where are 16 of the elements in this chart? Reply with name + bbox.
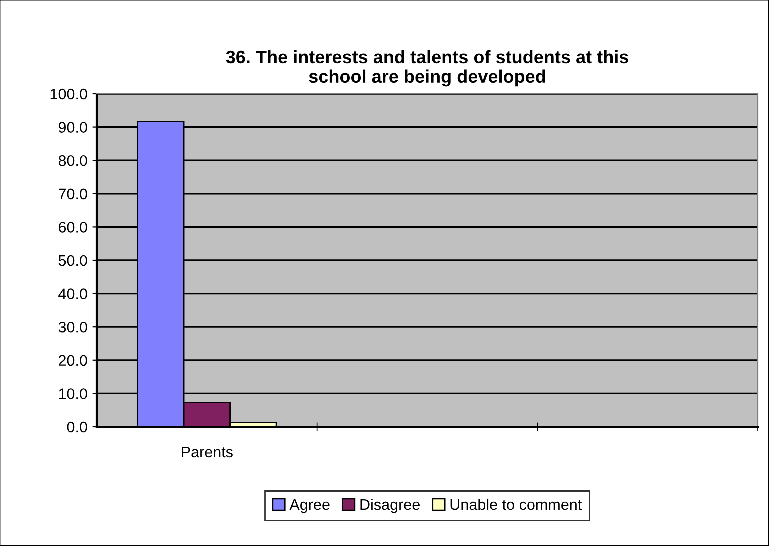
legend-label: Disagree	[360, 498, 420, 514]
y-tick-label: 0.0	[67, 422, 88, 433]
x-tick-label: Parents	[182, 447, 233, 458]
y-tick-label: 20.0	[59, 355, 88, 366]
y-tick-label: 40.0	[58, 288, 88, 300]
chart-title: 36. The interests and talents of students at this school are being developed	[226, 50, 628, 87]
y-tick-label: 30.0	[58, 322, 88, 333]
y-tick-label: 10.0	[59, 388, 88, 400]
y-tick-label: 100.0	[50, 88, 88, 100]
y-tick-label: 50.0	[58, 255, 88, 266]
y-tick-label: 60.0	[59, 222, 88, 233]
y-tick-label: 70.0	[59, 188, 88, 200]
y-tick-label: 90.0	[58, 122, 88, 133]
legend-label: Agree	[290, 500, 330, 514]
legend-label: Unable to comment	[450, 498, 582, 510]
y-tick-label: 80.0	[58, 155, 88, 166]
